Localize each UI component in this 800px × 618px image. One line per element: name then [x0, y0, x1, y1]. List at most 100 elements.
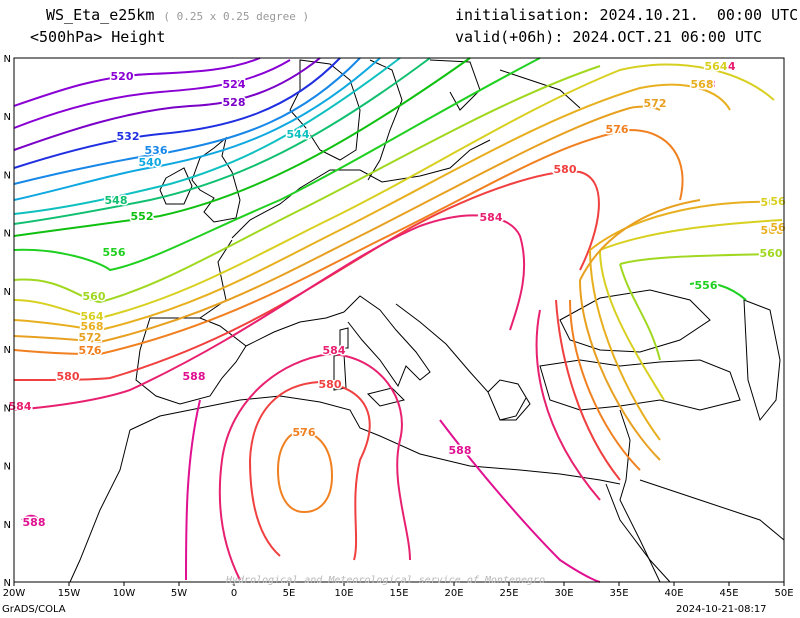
contour-label: 576: [605, 122, 628, 135]
x-tick-label: 35E: [609, 588, 628, 599]
contour-label: 560: [760, 247, 783, 260]
coast-baltic: [367, 59, 403, 181]
x-tick-label: 20W: [3, 588, 26, 599]
contour-548: [13, 57, 431, 225]
contour-label: 560: [761, 248, 784, 261]
contour-label: 564: [761, 196, 784, 209]
x-tick-label: 20E: [444, 588, 463, 599]
contour-label: 564: [705, 60, 728, 73]
contour-east-564: [599, 219, 783, 401]
model-name: WS_Eta_e25km ( 0.25 x 0.25 degree ): [46, 6, 310, 24]
coast-france-biscay: [199, 239, 233, 319]
contour-536: [13, 57, 361, 185]
coast-corsica: [339, 327, 349, 349]
valid-time: valid(+06h): 2024.OCT.21 06:00 UTC: [455, 28, 763, 46]
x-tick-label: 45E: [719, 588, 738, 599]
contour-east-572: [579, 199, 701, 461]
contour-label: 544: [287, 128, 310, 141]
x-tick-label: 30E: [554, 588, 573, 599]
contour-label: 568: [691, 78, 714, 91]
contour-label: 524: [223, 78, 246, 91]
contour-sw-588: [21, 514, 41, 527]
contour-576: [13, 128, 684, 356]
contour-524: [13, 59, 291, 129]
contour-584: [13, 214, 526, 411]
contour-label: 568: [761, 224, 784, 237]
coast-africa-west: [69, 429, 131, 583]
coast-finland-2: [499, 69, 581, 109]
contour-east-576: [569, 299, 641, 471]
y-tick-label: N: [4, 345, 11, 356]
coast-ireland: [159, 167, 193, 205]
contour-540: [13, 57, 381, 201]
contour-label: 560: [83, 290, 106, 303]
contour-label: 584: [479, 210, 502, 223]
y-tick-label: N: [4, 170, 11, 181]
x-tick-label: 0: [231, 588, 237, 599]
contour-528: [13, 57, 321, 151]
footer-left: GrADS/COLA: [2, 604, 66, 615]
contour-560: [13, 65, 601, 304]
x-tick-label: 50E: [774, 588, 793, 599]
y-tick-label: N: [4, 403, 11, 414]
contour-label: 568: [81, 320, 104, 333]
contour-label: 56: [770, 221, 786, 234]
contour-568: [13, 83, 731, 332]
contour-588: [185, 399, 201, 581]
contours: [13, 57, 783, 583]
contour-label: 572: [644, 97, 667, 110]
contour-label: 584: [323, 344, 346, 357]
contour-label: 532: [117, 130, 140, 143]
coast-levant: [619, 409, 661, 583]
footer-right: 2024-10-21-08:17: [676, 604, 767, 615]
contour-labels: 5205245285325365405445485525565605645685…: [7, 59, 787, 531]
contour-520: [13, 57, 261, 107]
contour-label: 580: [553, 162, 576, 175]
coast-italy: [343, 295, 431, 388]
contour-low-580: [248, 381, 371, 561]
contour-east-580: [555, 299, 621, 481]
contour-label: 584: [9, 400, 32, 413]
contour-label: 564: [81, 310, 104, 323]
coast-continent: [231, 139, 491, 239]
contour-label: 556: [695, 279, 718, 292]
contour-572: [13, 105, 661, 344]
contour-label: 580: [57, 370, 80, 383]
coast-iberia: [135, 317, 247, 405]
contour-label: 572: [645, 96, 668, 109]
contour-east-568: [589, 200, 783, 441]
x-tick-label: 15E: [389, 588, 408, 599]
coast-caspian: [743, 299, 781, 422]
contour-label: 580: [319, 378, 342, 391]
contour-556: [13, 57, 541, 272]
coast-adriatic: [395, 303, 527, 421]
contour-label: 540: [139, 156, 162, 169]
contour-label: 588: [693, 78, 716, 91]
contour-label: 588: [183, 370, 206, 383]
contour-532: [13, 57, 341, 169]
coast-scandinavia: [289, 59, 361, 161]
contour-564: [13, 63, 775, 320]
contour-label: 588: [23, 516, 46, 529]
contour-low-576: [276, 430, 334, 514]
x-tick-label: 10E: [334, 588, 353, 599]
y-tick-label: N: [4, 112, 11, 123]
x-tick-label: 25E: [499, 588, 518, 599]
y-axis: N N N N N N N N N N: [4, 54, 11, 589]
contour-label: 552: [131, 210, 154, 223]
y-tick-label: N: [4, 578, 11, 589]
contour-label: 536: [145, 144, 168, 157]
coast-north-africa: [129, 395, 621, 485]
field-name: <500hPa> Height: [30, 28, 166, 46]
contour-label: 56: [770, 195, 786, 208]
coast-britain: [191, 136, 241, 223]
contour-mid-588: [439, 419, 601, 583]
coast-red-sea: [605, 483, 671, 583]
contour-label: 548: [105, 194, 128, 207]
contour-label: 584: [713, 60, 736, 73]
contour-label: 576: [79, 344, 102, 357]
contour-label: 588: [449, 444, 472, 457]
coast-france-med: [245, 311, 345, 347]
y-tick-label: N: [4, 520, 11, 531]
